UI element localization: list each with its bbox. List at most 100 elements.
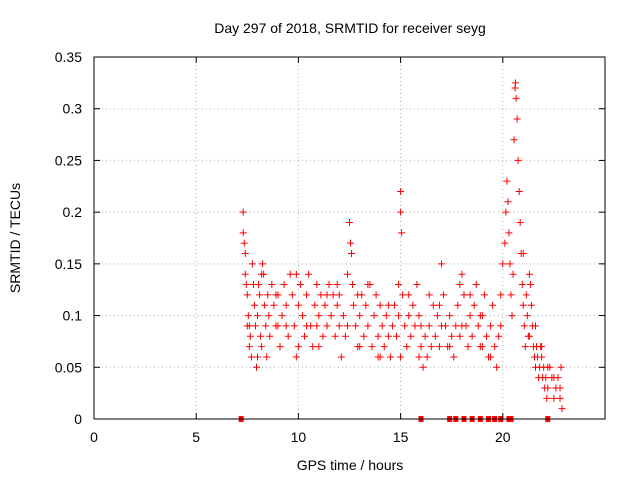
data-point: [458, 270, 466, 278]
data-point: [456, 332, 464, 340]
data-point: [466, 291, 474, 299]
data-point: [519, 250, 527, 258]
data-point: [294, 301, 302, 309]
data-point: [327, 312, 335, 320]
data-point: [378, 322, 386, 330]
data-point: [431, 332, 439, 340]
data-point: [399, 291, 407, 299]
data-point: [507, 291, 515, 299]
data-point: [319, 332, 327, 340]
data-point: [241, 250, 249, 258]
data-point: [360, 332, 368, 340]
data-point: [240, 239, 248, 247]
data-point: [243, 291, 251, 299]
y-tick-label: 0.05: [55, 359, 82, 375]
data-point: [288, 291, 296, 299]
data-point: [258, 270, 266, 278]
data-point: [254, 312, 262, 320]
data-point: [329, 291, 337, 299]
data-point: [296, 281, 304, 289]
data-point: [482, 332, 490, 340]
data-point: [478, 343, 486, 351]
data-point: [454, 301, 462, 309]
data-point: [516, 218, 524, 226]
data-point: [298, 312, 306, 320]
data-point: [382, 312, 390, 320]
data-point: [510, 136, 518, 144]
data-point: [270, 301, 278, 309]
data-point: [493, 363, 501, 371]
data-point: [268, 281, 276, 289]
data-point: [239, 229, 247, 237]
data-point: [303, 322, 311, 330]
x-axis-label: GPS time / hours: [297, 457, 404, 473]
x-tick-label: 20: [495, 429, 511, 445]
data-point: [538, 353, 546, 361]
data-point: [352, 322, 360, 330]
data-point: [395, 312, 403, 320]
data-point: [550, 374, 558, 382]
data-point: [241, 270, 249, 278]
data-point: [321, 301, 329, 309]
data-point: [397, 208, 405, 216]
data-point: [480, 291, 488, 299]
data-point: [435, 301, 443, 309]
data-point: [456, 281, 464, 289]
data-point: [415, 353, 423, 361]
data-point: [558, 405, 566, 413]
data-point: [257, 332, 265, 340]
data-point: [243, 322, 251, 330]
data-point: [335, 322, 343, 330]
data-point: [278, 312, 286, 320]
data-point: [458, 322, 466, 330]
data-point: [252, 363, 260, 371]
data-point: [364, 281, 372, 289]
data-point: [301, 332, 309, 340]
data-point: [303, 291, 311, 299]
data-point: [520, 322, 528, 330]
y-tick-label: 0.1: [63, 308, 83, 324]
data-point: [468, 332, 476, 340]
data-point: [403, 343, 411, 351]
data-point: [521, 343, 529, 351]
data-point: [435, 343, 443, 351]
data-point: [315, 312, 323, 320]
data-point: [315, 343, 323, 351]
y-tick-label: 0.2: [63, 204, 83, 220]
data-point: [333, 281, 341, 289]
data-point: [290, 322, 298, 330]
data-point: [346, 218, 353, 226]
x-tick-label: 0: [90, 429, 98, 445]
data-point: [550, 394, 558, 402]
data-point: [504, 198, 512, 206]
y-tick-label: 0.15: [55, 256, 82, 272]
data-point: [544, 363, 552, 371]
data-point: [446, 312, 454, 320]
data-point: [272, 291, 280, 299]
data-point: [264, 291, 272, 299]
chart-title: Day 297 of 2018, SRMTID for receiver sey…: [214, 20, 486, 36]
data-point: [390, 301, 398, 309]
data-point: [384, 301, 392, 309]
data-point: [356, 343, 364, 351]
data-point: [523, 312, 531, 320]
data-point: [393, 332, 401, 340]
data-point: [491, 343, 499, 351]
data-point: [259, 260, 267, 268]
data-point: [337, 353, 345, 361]
data-point: [251, 322, 259, 330]
data-point: [542, 374, 550, 382]
data-point: [311, 301, 319, 309]
data-point: [349, 281, 357, 289]
data-point: [250, 301, 258, 309]
data-point: [380, 343, 388, 351]
data-point: [499, 260, 507, 268]
data-point: [274, 322, 282, 330]
data-point: [397, 187, 405, 195]
x-tick-label: 5: [192, 429, 200, 445]
data-point: [556, 394, 564, 402]
data-point: [258, 343, 266, 351]
data-point: [405, 312, 413, 320]
data-point: [525, 332, 533, 340]
data-point: [502, 208, 510, 216]
